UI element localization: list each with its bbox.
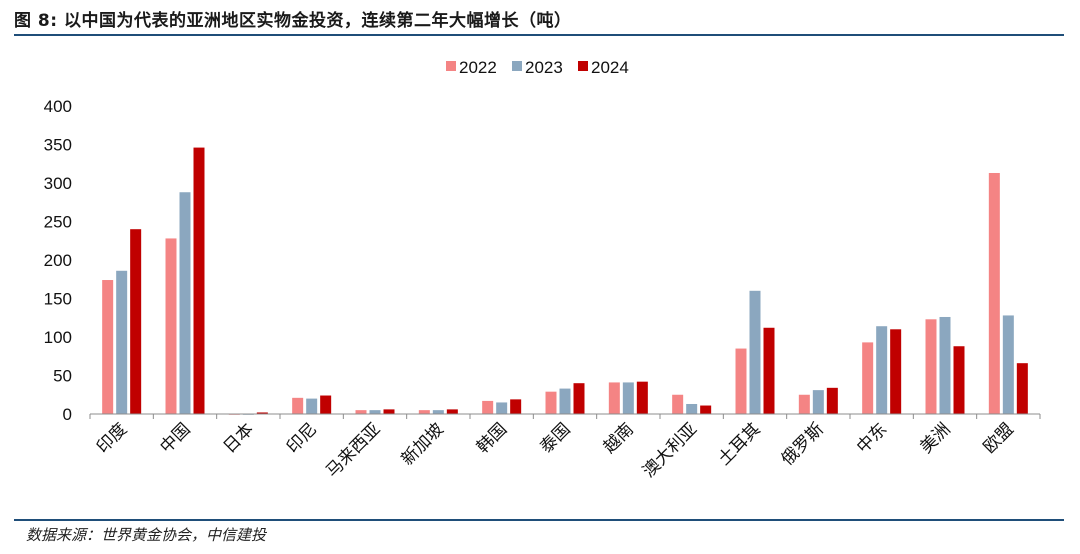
x-category-label: 印尼	[283, 419, 321, 457]
y-tick-label: 0	[63, 405, 72, 424]
bar-2023	[812, 390, 824, 414]
title-divider	[14, 34, 1064, 36]
bars	[102, 147, 1028, 415]
bar-2023	[939, 316, 951, 414]
x-category-label: 中东	[853, 419, 891, 457]
x-category-label: 澳大利亚	[639, 419, 701, 481]
legend: 2022 2023 2024	[446, 58, 629, 77]
x-category-label: 俄罗斯	[778, 419, 828, 469]
bar-2023	[1002, 315, 1014, 414]
bar-2022	[482, 400, 494, 414]
y-tick-label: 150	[44, 290, 72, 309]
bar-2024	[193, 147, 205, 414]
legend-swatch-2023	[512, 61, 522, 71]
x-category-label: 印度	[93, 419, 131, 457]
x-category-label: 土耳其	[714, 419, 764, 469]
bar-2023	[496, 402, 508, 414]
bar-2023	[622, 382, 634, 414]
bar-2022	[545, 391, 557, 414]
bar-2024	[700, 405, 712, 414]
bar-2024	[510, 399, 522, 414]
bar-2023	[306, 398, 318, 414]
bar-2022	[798, 394, 810, 414]
x-category-label: 泰国	[536, 419, 574, 457]
bar-2024	[446, 409, 458, 414]
legend-label-2024: 2024	[591, 58, 629, 77]
y-tick-label: 300	[44, 174, 72, 193]
bar-2024	[636, 381, 648, 414]
bar-2023	[179, 192, 191, 414]
x-axis: 印度 中国 日本 印尼 马来西亚 新加坡 韩国 泰国 越南 澳大利亚 土耳其 俄罗斯 中东 美洲 欧盟	[89, 413, 1041, 482]
source-note: 数据来源：世界黄金协会，中信建投	[26, 526, 267, 544]
bar-2024	[1016, 363, 1028, 414]
bar-2024	[763, 327, 775, 414]
y-tick-label: 100	[44, 328, 72, 347]
x-category-label: 韩国	[473, 419, 511, 457]
bar-2022	[988, 172, 1000, 414]
bar-2024	[953, 346, 965, 414]
bar-2022	[165, 238, 177, 414]
y-tick-label: 200	[44, 251, 72, 270]
y-tick-label: 250	[44, 213, 72, 232]
bar-2024	[130, 229, 142, 414]
bar-2024	[256, 412, 268, 414]
y-axis: 0 50 100 150 200 250 300 350 400	[44, 97, 72, 424]
bar-2023	[876, 326, 888, 414]
bar-2023	[116, 270, 128, 414]
x-category-label: 马来西亚	[322, 419, 384, 481]
bar-2022	[292, 397, 304, 414]
bar-2024	[320, 395, 332, 414]
bar-2022	[102, 280, 114, 414]
bar-2024	[890, 329, 902, 414]
bar-2022	[925, 319, 937, 414]
legend-label-2023: 2023	[525, 58, 563, 77]
bar-2023	[686, 403, 698, 414]
y-tick-label: 50	[53, 367, 72, 386]
x-category-label: 中国	[156, 419, 194, 457]
legend-swatch-2022	[446, 61, 456, 71]
y-tick-label: 350	[44, 136, 72, 155]
bar-2022	[355, 410, 367, 414]
legend-swatch-2024	[578, 61, 588, 71]
bar-2023	[559, 388, 571, 414]
bar-2022	[735, 348, 747, 414]
bar-2022	[862, 342, 874, 414]
bar-2022	[608, 382, 620, 414]
bar-2024	[573, 383, 585, 414]
bar-2024	[826, 387, 838, 414]
x-category-label: 越南	[600, 419, 638, 457]
bar-2023	[369, 410, 381, 414]
x-category-label: 新加坡	[398, 419, 448, 469]
x-category-label: 日本	[220, 419, 258, 457]
bar-2023	[432, 410, 444, 414]
bar-2024	[383, 409, 395, 414]
chart-title: 图 8: 以中国为代表的亚洲地区实物金投资，连续第二年大幅增长（吨）	[14, 11, 572, 31]
legend-label-2022: 2022	[459, 58, 497, 77]
bar-2023	[749, 290, 761, 414]
x-category-label: 欧盟	[980, 419, 1018, 457]
source-divider	[14, 519, 1064, 521]
bar-2022	[672, 394, 684, 414]
x-category-label: 美洲	[916, 419, 954, 457]
y-tick-label: 400	[44, 97, 72, 116]
bar-2022	[418, 410, 430, 414]
